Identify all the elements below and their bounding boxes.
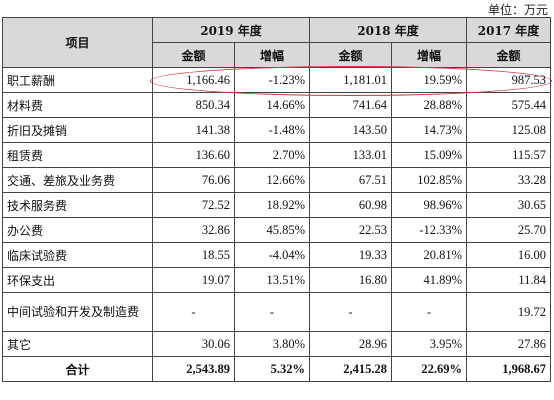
total-row: 合计 2,543.89 5.32% 2,415.28 22.69% 1,968.67 <box>2 356 552 382</box>
header-year-2018: 2018 年度 <box>309 17 468 43</box>
table-row: 技术服务费 72.52 18.92% 60.98 98.96% 30.65 <box>2 192 552 218</box>
table-row: 折旧及摊销 141.38 -1.48% 143.50 14.73% 125.08 <box>2 117 552 143</box>
row-label: 技术服务费 <box>2 192 153 218</box>
change-cell: 5.32% <box>233 356 311 382</box>
amount-cell: 987.53 <box>466 67 552 93</box>
amount-cell: - <box>152 292 235 332</box>
amount-cell: - <box>309 292 393 332</box>
header-amount: 金额 <box>466 42 552 68</box>
amount-cell: 30.65 <box>466 192 552 218</box>
change-cell: 13.51% <box>233 267 311 293</box>
header-row-sub: 金额 增幅 金额 增幅 金额 <box>3 42 552 68</box>
change-cell: 14.66% <box>233 92 311 118</box>
header-year-2017: 2017 年度 <box>466 17 552 43</box>
change-cell: 3.80% <box>233 331 311 357</box>
amount-cell: 28.96 <box>309 331 393 357</box>
change-cell: 19.59% <box>391 67 468 93</box>
amount-cell: 22.53 <box>309 217 393 243</box>
amount-cell: 125.08 <box>466 117 552 143</box>
change-cell: -1.23% <box>233 67 311 93</box>
amount-cell: 33.28 <box>466 167 552 193</box>
amount-cell: 850.34 <box>152 92 235 118</box>
header-amount: 金额 <box>309 42 393 68</box>
change-cell: 12.66% <box>233 167 311 193</box>
change-cell: - <box>233 292 311 332</box>
amount-cell: 32.86 <box>152 217 235 243</box>
header-row-years: 项目 2019 年度 2018 年度 2017 年度 <box>2 17 552 68</box>
row-label: 材料费 <box>2 92 153 118</box>
amount-cell: 115.57 <box>466 142 552 168</box>
change-cell: 45.85% <box>233 217 311 243</box>
row-label: 租赁费 <box>2 142 153 168</box>
amount-cell: 19.33 <box>309 242 393 268</box>
table-row: 材料费 850.34 14.66% 741.64 28.88% 575.44 <box>2 92 552 118</box>
amount-cell: 2,415.28 <box>309 356 393 382</box>
header-change: 增幅 <box>391 42 468 68</box>
amount-cell: 72.52 <box>152 192 235 218</box>
table-row: 环保支出 19.07 13.51% 16.80 41.89% 11.84 <box>2 267 552 293</box>
change-cell: 15.09% <box>391 142 468 168</box>
change-cell: -1.48% <box>233 117 311 143</box>
row-label: 办公费 <box>2 217 153 243</box>
amount-cell: 16.80 <box>309 267 393 293</box>
change-cell: 102.85% <box>391 167 468 193</box>
table-row: 职工薪酬 1,166.46 -1.23% 1,181.01 19.59% 987.53 <box>2 67 552 93</box>
change-cell: - <box>391 292 468 332</box>
change-cell: -4.04% <box>233 242 311 268</box>
change-cell: 18.92% <box>233 192 311 218</box>
change-cell: 20.81% <box>391 242 468 268</box>
amount-cell: 18.55 <box>152 242 235 268</box>
row-label: 环保支出 <box>2 267 153 293</box>
header-amount: 金额 <box>152 42 235 68</box>
amount-cell: 30.06 <box>152 331 235 357</box>
row-label: 临床试验费 <box>2 242 153 268</box>
change-cell: -12.33% <box>391 217 468 243</box>
unit-label: 单位：万元 <box>487 3 548 17</box>
change-cell: 22.69% <box>391 356 468 382</box>
amount-cell: 60.98 <box>309 192 393 218</box>
amount-cell: 1,166.46 <box>152 67 235 93</box>
row-label: 折旧及摊销 <box>2 117 153 143</box>
amount-cell: 133.01 <box>309 142 393 168</box>
amount-cell: 2,543.89 <box>152 356 235 382</box>
amount-cell: 25.70 <box>466 217 552 243</box>
amount-cell: 136.60 <box>152 142 235 168</box>
change-cell: 28.88% <box>391 92 468 118</box>
row-label: 合计 <box>2 356 153 382</box>
amount-cell: 27.86 <box>466 331 552 357</box>
amount-cell: 741.64 <box>309 92 393 118</box>
change-cell: 3.95% <box>391 331 468 357</box>
amount-cell: 19.72 <box>466 292 552 332</box>
row-label: 交通、差旅及业务费 <box>2 167 153 193</box>
amount-cell: 575.44 <box>466 92 552 118</box>
table-row: 租赁费 136.60 2.70% 133.01 15.09% 115.57 <box>2 142 552 168</box>
amount-cell: 11.84 <box>466 267 552 293</box>
table-row: 交通、差旅及业务费 76.06 12.66% 67.51 102.85% 33.28 <box>2 167 552 193</box>
change-cell: 14.73% <box>391 117 468 143</box>
amount-cell: 16.00 <box>466 242 552 268</box>
expense-table: 项目 2019 年度 2018 年度 2017 年度 金额 增幅 金额 增幅 金… <box>2 17 552 382</box>
header-change: 增幅 <box>233 42 311 68</box>
row-label: 职工薪酬 <box>2 67 153 93</box>
change-cell: 41.89% <box>391 267 468 293</box>
amount-cell: 141.38 <box>152 117 235 143</box>
change-cell: 98.96% <box>391 192 468 218</box>
header-year-2019: 2019 年度 <box>151 17 311 43</box>
amount-cell: 1,968.67 <box>466 356 552 382</box>
change-cell: 2.70% <box>233 142 311 168</box>
header-item: 项目 <box>2 17 153 68</box>
amount-cell: 143.50 <box>309 117 393 143</box>
table-row: 办公费 32.86 45.85% 22.53 -12.33% 25.70 <box>2 217 552 243</box>
amount-cell: 1,181.01 <box>309 67 393 93</box>
amount-cell: 19.07 <box>152 267 235 293</box>
table-row: 其它 30.06 3.80% 28.96 3.95% 27.86 <box>2 331 552 357</box>
row-label: 中间试验和开发及制造费 <box>2 292 153 332</box>
table-row: 临床试验费 18.55 -4.04% 19.33 20.81% 16.00 <box>2 242 552 268</box>
amount-cell: 67.51 <box>309 167 393 193</box>
row-label: 其它 <box>2 331 153 357</box>
amount-cell: 76.06 <box>152 167 235 193</box>
table-row: 中间试验和开发及制造费 - - - -19.72 <box>2 292 552 332</box>
